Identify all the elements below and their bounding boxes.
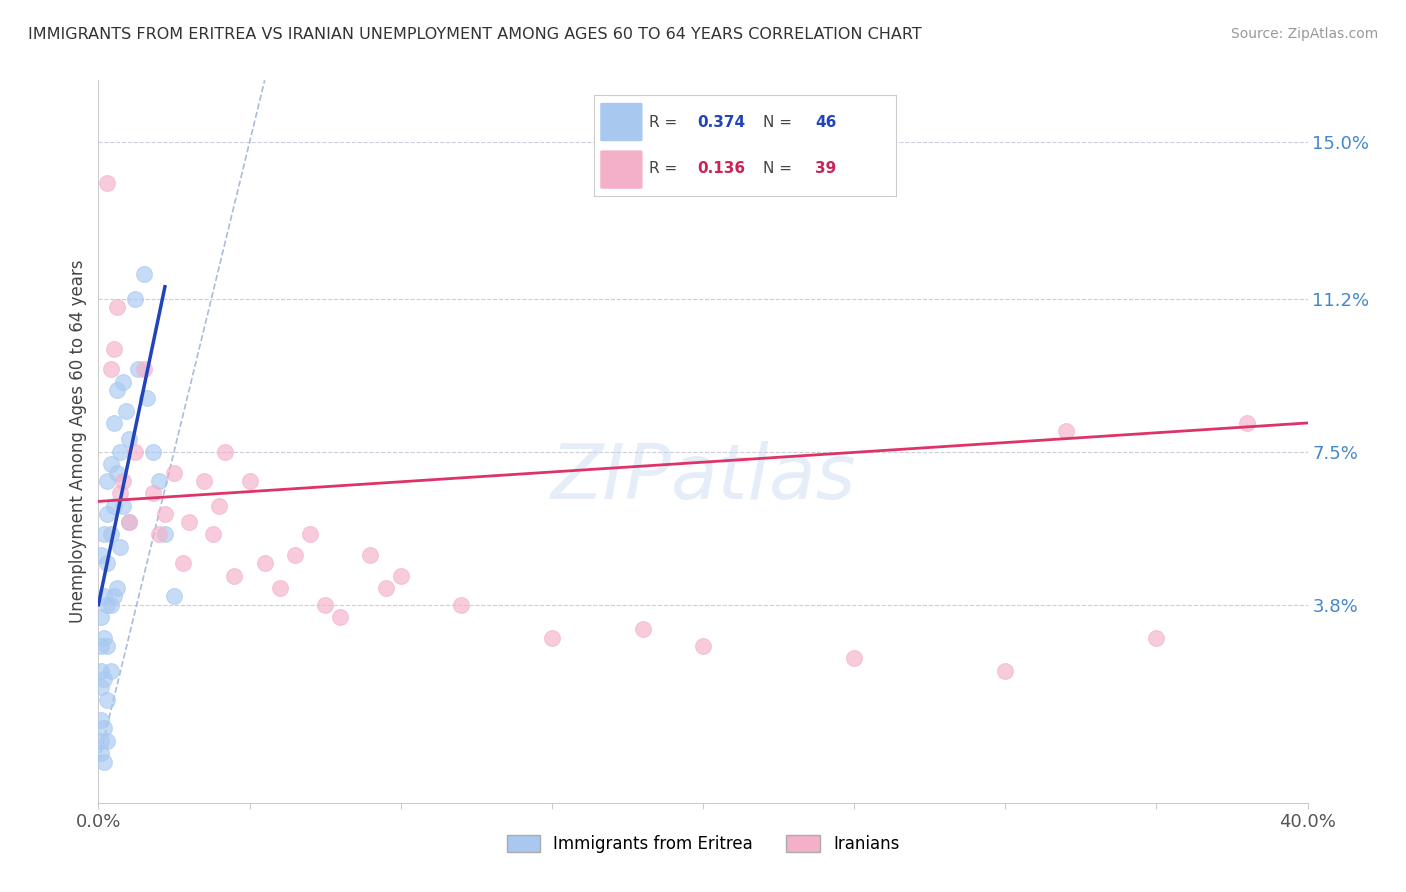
Point <box>93 672 115 686</box>
Point <box>90 610 112 624</box>
Point <box>100 527 122 541</box>
Point <box>450 598 472 612</box>
Point <box>540 631 562 645</box>
Point <box>111 474 134 488</box>
Point <box>844 651 866 665</box>
Point <box>148 474 170 488</box>
Point <box>148 527 170 541</box>
Point <box>299 527 322 541</box>
Point <box>224 568 246 582</box>
Point <box>239 474 262 488</box>
Legend: Immigrants from Eritrea, Iranians: Immigrants from Eritrea, Iranians <box>501 828 905 860</box>
Point <box>93 527 115 541</box>
Point <box>329 610 352 624</box>
Point <box>124 292 146 306</box>
Point <box>100 664 122 678</box>
Point <box>208 499 231 513</box>
Point <box>105 301 128 315</box>
Point <box>96 557 118 571</box>
Point <box>108 445 131 459</box>
Point <box>142 445 165 459</box>
Point <box>114 403 136 417</box>
Point <box>90 713 112 727</box>
Point <box>93 722 115 736</box>
Point <box>127 362 149 376</box>
Point <box>96 507 118 521</box>
Point <box>105 466 128 480</box>
Point <box>269 581 291 595</box>
Text: IMMIGRANTS FROM ERITREA VS IRANIAN UNEMPLOYMENT AMONG AGES 60 TO 64 YEARS CORREL: IMMIGRANTS FROM ERITREA VS IRANIAN UNEMP… <box>28 27 922 42</box>
Point <box>103 416 125 430</box>
Point <box>214 445 236 459</box>
Point <box>108 540 131 554</box>
Point <box>118 515 141 529</box>
Point <box>253 557 276 571</box>
Point <box>132 268 155 282</box>
Point <box>105 581 128 595</box>
Point <box>314 598 336 612</box>
Point <box>90 746 112 760</box>
Point <box>135 391 157 405</box>
Point <box>90 548 112 562</box>
Point <box>179 515 201 529</box>
Point <box>692 639 714 653</box>
Point <box>96 692 118 706</box>
Point <box>96 598 118 612</box>
Point <box>90 680 112 694</box>
Point <box>90 639 112 653</box>
Point <box>163 590 186 604</box>
Point <box>193 474 215 488</box>
Point <box>132 362 155 376</box>
Point <box>93 631 115 645</box>
Point <box>142 486 165 500</box>
Point <box>108 486 131 500</box>
Point <box>103 499 125 513</box>
Point <box>111 375 134 389</box>
Point <box>389 568 412 582</box>
Point <box>153 507 176 521</box>
Point <box>96 474 118 488</box>
Text: ZIPatlas: ZIPatlas <box>550 441 856 515</box>
Point <box>163 466 186 480</box>
Point <box>172 557 194 571</box>
Point <box>360 548 382 562</box>
Y-axis label: Unemployment Among Ages 60 to 64 years: Unemployment Among Ages 60 to 64 years <box>69 260 87 624</box>
Point <box>124 445 146 459</box>
Point <box>90 734 112 748</box>
Point <box>96 734 118 748</box>
Point <box>631 623 654 637</box>
Point <box>100 362 122 376</box>
Point <box>96 177 118 191</box>
Point <box>111 499 134 513</box>
Point <box>100 457 122 471</box>
Point <box>202 527 225 541</box>
Point <box>90 664 112 678</box>
Point <box>374 581 396 595</box>
Point <box>93 755 115 769</box>
Point <box>1236 416 1258 430</box>
Point <box>118 433 141 447</box>
Point <box>1144 631 1167 645</box>
Point <box>100 598 122 612</box>
Point <box>994 664 1017 678</box>
Point <box>153 527 176 541</box>
Point <box>118 515 141 529</box>
Point <box>1054 424 1077 438</box>
Point <box>96 639 118 653</box>
Text: Source: ZipAtlas.com: Source: ZipAtlas.com <box>1230 27 1378 41</box>
Point <box>93 590 115 604</box>
Point <box>105 383 128 397</box>
Point <box>103 342 125 356</box>
Point <box>284 548 307 562</box>
Point <box>103 590 125 604</box>
